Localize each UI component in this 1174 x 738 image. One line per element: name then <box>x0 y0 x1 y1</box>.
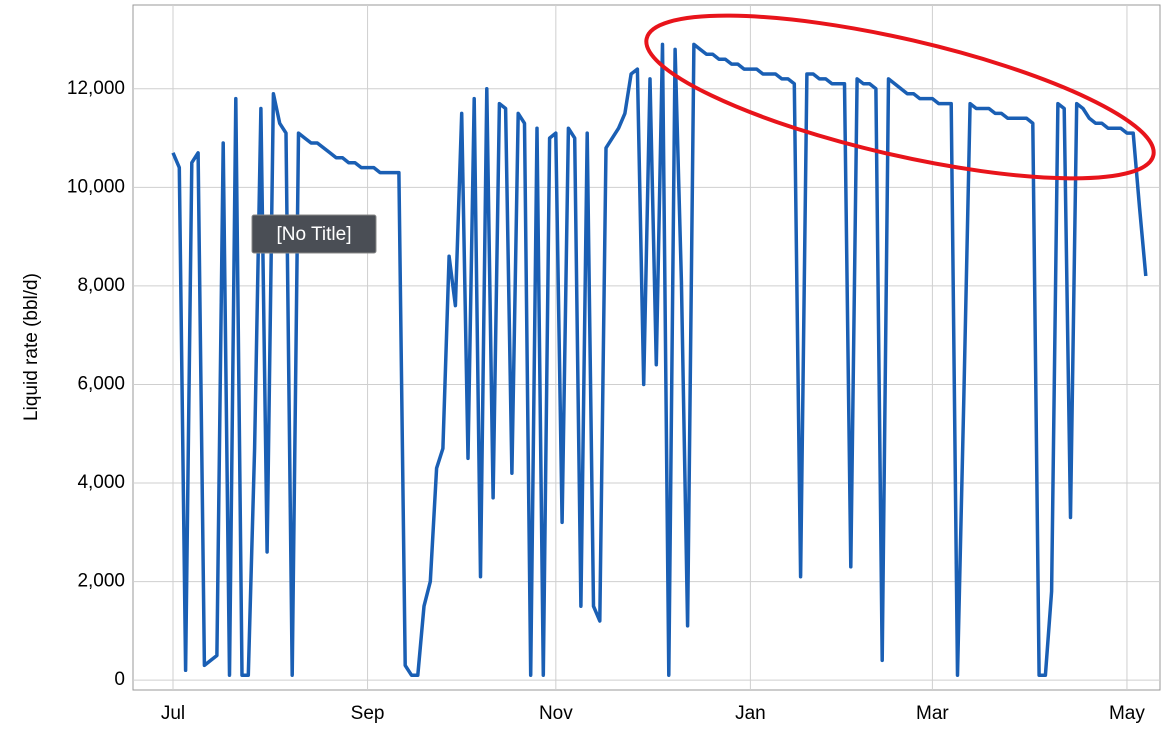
tooltip-text: [No Title] <box>277 224 352 245</box>
x-tick-label: May <box>1109 703 1145 724</box>
x-tick-label: Jan <box>735 703 766 724</box>
plot-area <box>132 4 1161 691</box>
grid <box>133 5 1160 690</box>
x-tick-label: Mar <box>916 703 949 724</box>
y-tick-label: 4,000 <box>77 472 125 493</box>
x-tick-label: Nov <box>539 703 573 724</box>
y-tick-label: 6,000 <box>77 373 125 394</box>
x-tick-label: Jul <box>161 703 185 724</box>
x-tick-label: Sep <box>351 703 385 724</box>
y-tick-label: 10,000 <box>67 176 125 197</box>
marks <box>171 42 1148 677</box>
y-tick-label: 0 <box>114 669 125 690</box>
y-tick-label: 12,000 <box>67 78 125 99</box>
tooltip-box <box>251 214 377 254</box>
y-axis-label: Liquid rate (bbl/d) <box>21 273 42 421</box>
y-tick-label: 2,000 <box>77 571 125 592</box>
data-line <box>171 42 1148 677</box>
highlight-ellipse <box>644 13 1156 181</box>
y-tick-label: 8,000 <box>77 275 125 296</box>
